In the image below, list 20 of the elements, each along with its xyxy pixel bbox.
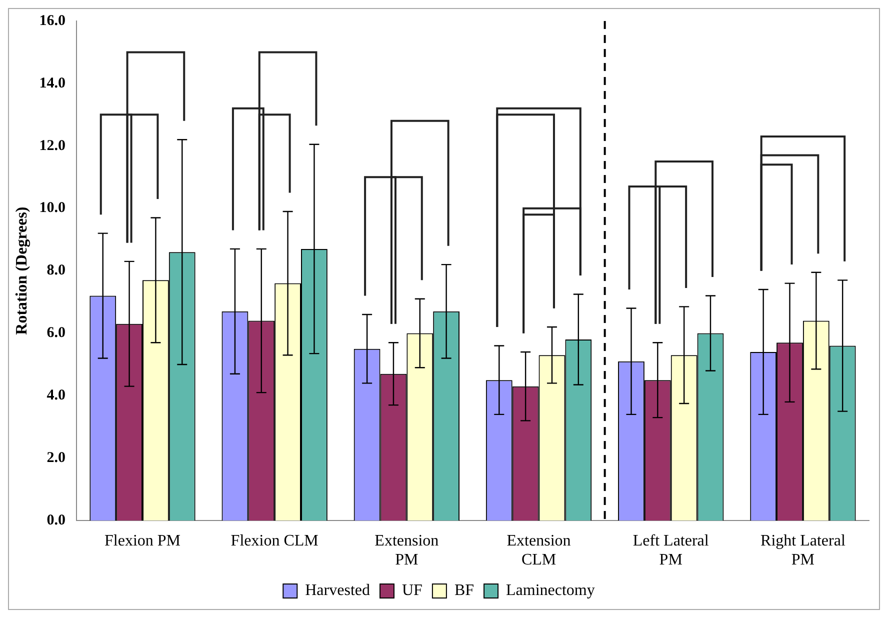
legend-label: UF — [402, 582, 423, 600]
y-tick-label: 6.0 — [46, 325, 66, 342]
x-tick-label: Extension PM — [374, 532, 439, 569]
y-tick-label: 12.0 — [39, 138, 66, 154]
y-tick-label: 16.0 — [39, 12, 66, 29]
y-tick-label: 8.0 — [46, 262, 66, 279]
x-tick-label: Extension CLM — [506, 532, 571, 569]
legend-label: Laminectomy — [506, 582, 595, 600]
x-tick-label: Flexion CLM — [230, 532, 318, 550]
legend-label: Harvested — [305, 582, 370, 600]
y-tick-label: 4.0 — [46, 388, 66, 404]
x-tick-label: Right Lateral PM — [760, 532, 846, 569]
y-tick-label: 0.0 — [46, 512, 66, 528]
legend-label: BF — [454, 582, 474, 600]
y-axis-title: Rotation (Degrees) — [14, 206, 31, 335]
y-tick-label: 10.0 — [39, 200, 66, 216]
y-tick-label: 14.0 — [39, 75, 66, 92]
x-tick-label: Left Lateral PM — [632, 532, 710, 569]
y-tick-label: 2.0 — [46, 450, 66, 466]
x-tick-label: Flexion PM — [104, 532, 181, 550]
